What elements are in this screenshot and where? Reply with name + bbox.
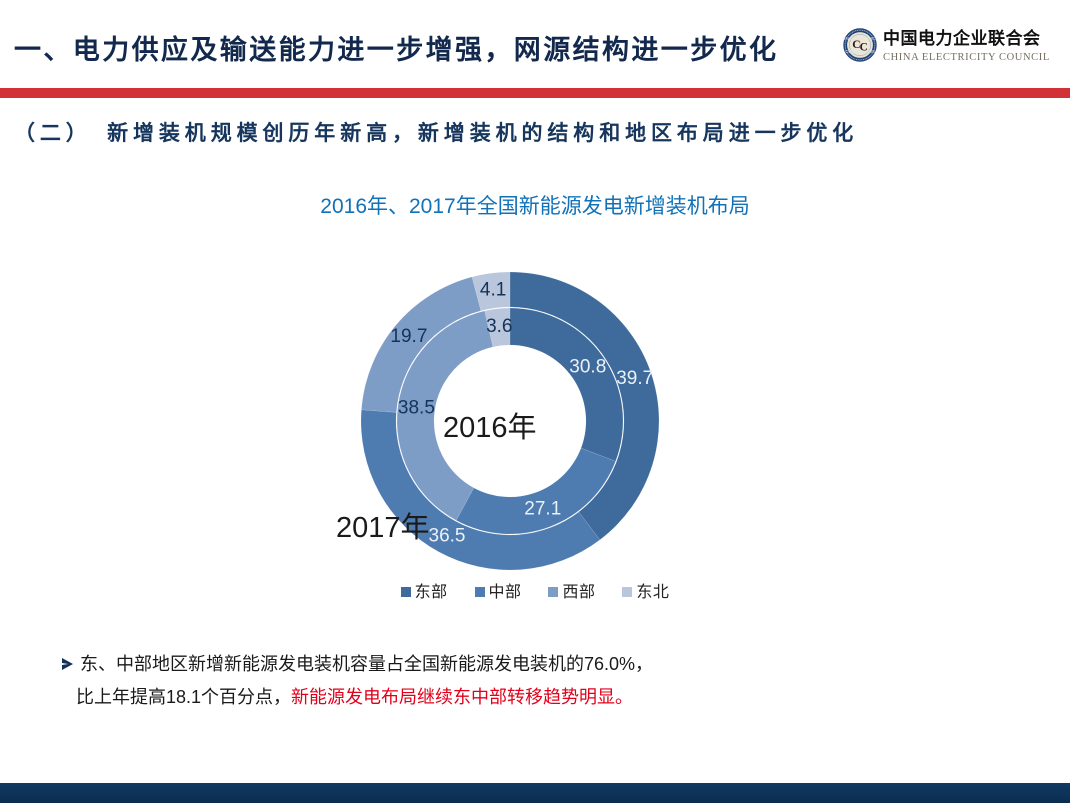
svg-text:27.1: 27.1 <box>524 499 561 520</box>
svg-text:19.7: 19.7 <box>390 326 427 347</box>
svg-text:38.5: 38.5 <box>398 397 435 418</box>
svg-text:39.7: 39.7 <box>616 368 653 389</box>
svg-text:C: C <box>859 41 867 53</box>
svg-text:3.6: 3.6 <box>486 316 512 337</box>
svg-text:36.5: 36.5 <box>429 525 466 546</box>
svg-text:30.8: 30.8 <box>569 356 606 377</box>
svg-text:4.1: 4.1 <box>480 280 506 301</box>
